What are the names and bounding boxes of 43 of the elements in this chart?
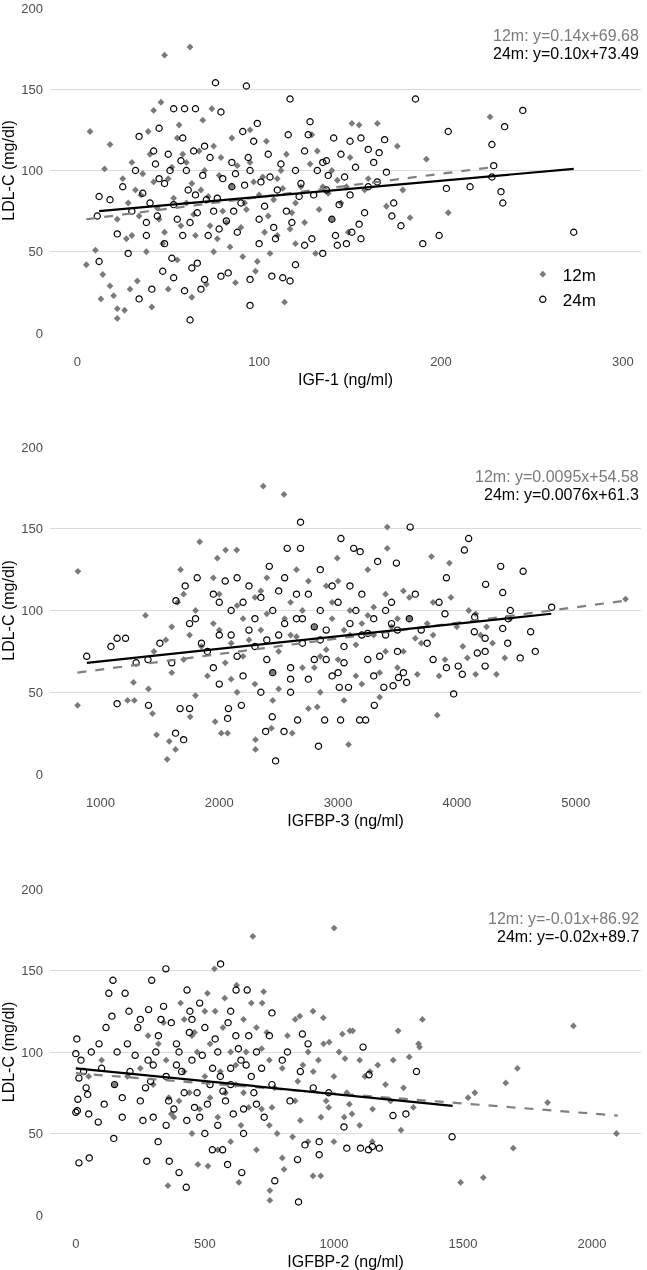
annotation: 24m: y=0.0076x+61.3 <box>484 486 639 503</box>
y-tick-label: 200 <box>21 881 43 897</box>
x-tick-label: 1000 <box>86 795 115 810</box>
x-tick-label: 2000 <box>204 795 234 810</box>
x-tick-label: 4000 <box>442 795 472 810</box>
annotation: 12m: y=0.0095x+54.58 <box>475 468 639 485</box>
y-tick-label: 100 <box>21 163 43 179</box>
y-tick-label: 150 <box>21 81 43 97</box>
annotation: 12m: y=-0.01x+86.92 <box>488 910 640 927</box>
legend-label: 12m <box>562 265 596 285</box>
y-tick-label: 200 <box>21 0 43 16</box>
x-tick-label: 500 <box>194 1236 216 1251</box>
annotation: 24m: y=0.10x+73.49 <box>493 45 639 62</box>
y-tick-label: 150 <box>21 963 43 979</box>
y-tick-label: 100 <box>21 1044 43 1060</box>
x-tick-label: 1500 <box>448 1236 478 1251</box>
x-axis-title: IGFBP-3 (ng/ml) <box>287 811 404 829</box>
y-axis-title: LDL-C (mg/dl) <box>0 120 17 221</box>
x-axis-title: IGFBP-2 (ng/ml) <box>287 1252 404 1270</box>
x-tick-label: 2000 <box>577 1236 607 1251</box>
x-tick-label: 0 <box>72 1236 80 1251</box>
y-tick-label: 50 <box>28 244 43 260</box>
annotation: 12m: y=0.14x+69.68 <box>493 27 639 44</box>
y-tick-label: 150 <box>21 521 43 537</box>
y-tick-label: 0 <box>35 1207 43 1223</box>
x-tick-label: 100 <box>248 354 270 369</box>
x-tick-label: 300 <box>611 354 634 369</box>
y-tick-label: 0 <box>35 325 43 341</box>
x-tick-label: 5000 <box>561 795 591 810</box>
y-axis-title: LDL-C (mg/dl) <box>0 560 17 661</box>
y-tick-label: 200 <box>21 439 43 455</box>
y-tick-label: 0 <box>35 766 43 782</box>
y-tick-label: 50 <box>28 1126 43 1142</box>
y-tick-label: 100 <box>21 603 43 619</box>
x-axis-title: IGF-1 (ng/ml) <box>297 370 394 388</box>
legend-label: 24m <box>562 290 596 310</box>
x-tick-label: 1000 <box>319 1236 349 1251</box>
annotation: 24m: y=-0.02x+89.7 <box>497 928 640 945</box>
y-axis-title: LDL-C (mg/dl) <box>0 1001 17 1103</box>
x-tick-label: 200 <box>430 354 452 369</box>
x-tick-label: 3000 <box>323 795 353 810</box>
y-tick-label: 50 <box>28 684 43 700</box>
x-tick-label: 0 <box>73 354 81 369</box>
